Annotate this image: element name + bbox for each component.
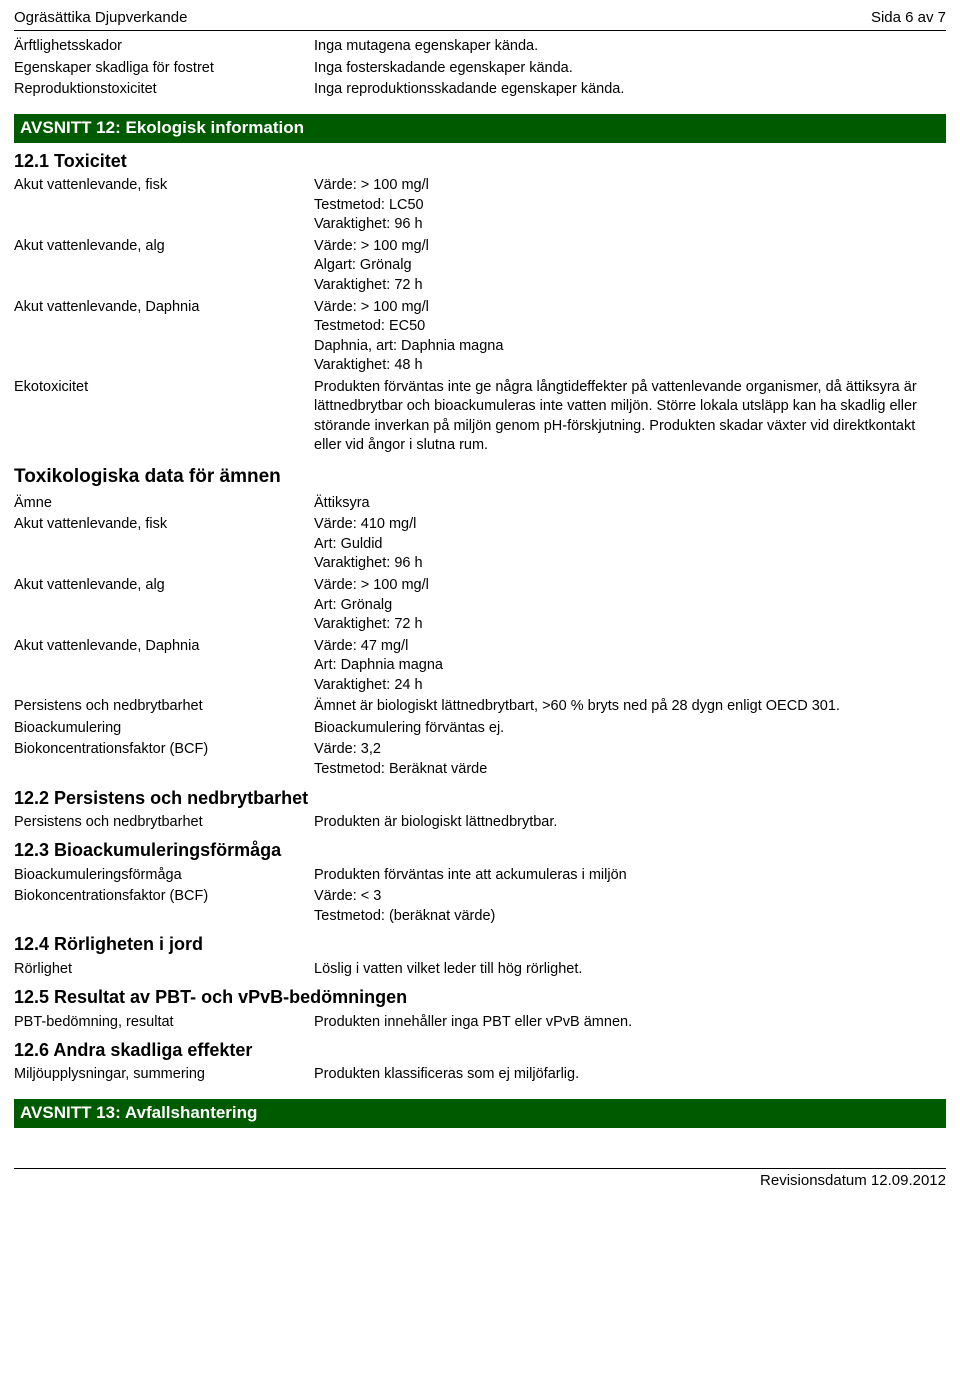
kv-key: Akut vattenlevande, Daphnia [14, 298, 314, 318]
kv-key: PBT-bedömning, resultat [14, 1013, 314, 1033]
heading-12-1: 12.1 Toxicitet [14, 149, 946, 173]
doc-title: Ogräsättika Djupverkande [14, 8, 187, 28]
kv-row: Ekotoxicitet Produkten förväntas inte ge… [14, 378, 946, 456]
kv-key: Bioackumuleringsförmåga [14, 866, 314, 886]
kv-row: Miljöupplysningar, summering Produkten k… [14, 1065, 946, 1085]
kv-val: Produkten är biologiskt lättnedbrytbar. [314, 813, 946, 833]
section-13-header: AVSNITT 13: Avfallshantering [14, 1099, 946, 1128]
page-number: Sida 6 av 7 [871, 8, 946, 28]
kv-row: PBT-bedömning, resultat Produkten innehå… [14, 1013, 946, 1033]
kv-key: Biokoncentrationsfaktor (BCF) [14, 887, 314, 907]
kv-val: Värde: > 100 mg/l Testmetod: EC50 Daphni… [314, 298, 946, 376]
kv-row: Bioackumulering Bioackumulering förvänta… [14, 719, 946, 739]
kv-row: Reproduktionstoxicitet Inga reproduktion… [14, 80, 946, 100]
kv-val: Värde: > 100 mg/l Testmetod: LC50 Varakt… [314, 176, 946, 235]
kv-key: Reproduktionstoxicitet [14, 80, 314, 100]
kv-key: Rörlighet [14, 960, 314, 980]
heading-12-4: 12.4 Rörligheten i jord [14, 932, 946, 956]
kv-key: Akut vattenlevande, fisk [14, 515, 314, 535]
kv-key: Miljöupplysningar, summering [14, 1065, 314, 1085]
kv-val: Produkten förväntas inte ge några långti… [314, 378, 946, 456]
kv-row: Persistens och nedbrytbarhet Produkten ä… [14, 813, 946, 833]
kv-key: Bioackumulering [14, 719, 314, 739]
section-12-header: AVSNITT 12: Ekologisk information [14, 114, 946, 143]
kv-key: Persistens och nedbrytbarhet [14, 697, 314, 717]
heading-tox-data: Toxikologiska data för ämnen [14, 464, 946, 490]
kv-val: Värde: > 100 mg/l Art: Grönalg Varaktigh… [314, 576, 946, 635]
kv-row: Ämne Ättiksyra [14, 494, 946, 514]
kv-key: Ekotoxicitet [14, 378, 314, 398]
kv-row: Biokoncentrationsfaktor (BCF) Värde: < 3… [14, 887, 946, 926]
kv-key: Ärftlighetsskador [14, 37, 314, 57]
kv-val: Ämnet är biologiskt lättnedbrytbart, >60… [314, 697, 946, 717]
kv-row: Biokoncentrationsfaktor (BCF) Värde: 3,2… [14, 740, 946, 779]
kv-val: Produkten innehåller inga PBT eller vPvB… [314, 1013, 946, 1033]
kv-row: Akut vattenlevande, fisk Värde: 410 mg/l… [14, 515, 946, 574]
kv-val: Ättiksyra [314, 494, 946, 514]
kv-val: Värde: < 3 Testmetod: (beräknat värde) [314, 887, 946, 926]
kv-val: Inga reproduktionsskadande egenskaper kä… [314, 80, 946, 100]
kv-key: Akut vattenlevande, Daphnia [14, 637, 314, 657]
kv-key: Persistens och nedbrytbarhet [14, 813, 314, 833]
kv-val: Värde: > 100 mg/l Algart: Grönalg Varakt… [314, 237, 946, 296]
revision-date: Revisionsdatum 12.09.2012 [14, 1169, 946, 1191]
kv-key: Egenskaper skadliga för fostret [14, 59, 314, 79]
kv-val: Värde: 410 mg/l Art: Guldid Varaktighet:… [314, 515, 946, 574]
kv-row: Egenskaper skadliga för fostret Inga fos… [14, 59, 946, 79]
kv-key: Biokoncentrationsfaktor (BCF) [14, 740, 314, 760]
kv-val: Värde: 3,2 Testmetod: Beräknat värde [314, 740, 946, 779]
heading-12-6: 12.6 Andra skadliga effekter [14, 1038, 946, 1062]
kv-row: Akut vattenlevande, Daphnia Värde: > 100… [14, 298, 946, 376]
kv-val: Löslig i vatten vilket leder till hög rö… [314, 960, 946, 980]
kv-key: Akut vattenlevande, alg [14, 237, 314, 257]
kv-row: Persistens och nedbrytbarhet Ämnet är bi… [14, 697, 946, 717]
kv-row: Ärftlighetsskador Inga mutagena egenskap… [14, 37, 946, 57]
kv-val: Inga mutagena egenskaper kända. [314, 37, 946, 57]
page-header: Ogräsättika Djupverkande Sida 6 av 7 [14, 8, 946, 31]
kv-row: Akut vattenlevande, fisk Värde: > 100 mg… [14, 176, 946, 235]
heading-12-3: 12.3 Bioackumuleringsförmåga [14, 838, 946, 862]
heading-12-5: 12.5 Resultat av PBT- och vPvB-bedömning… [14, 985, 946, 1009]
kv-row: Rörlighet Löslig i vatten vilket leder t… [14, 960, 946, 980]
kv-val: Värde: 47 mg/l Art: Daphnia magna Varakt… [314, 637, 946, 696]
heading-12-2: 12.2 Persistens och nedbrytbarhet [14, 786, 946, 810]
kv-val: Inga fosterskadande egenskaper kända. [314, 59, 946, 79]
kv-key: Akut vattenlevande, alg [14, 576, 314, 596]
kv-row: Akut vattenlevande, Daphnia Värde: 47 mg… [14, 637, 946, 696]
kv-key: Akut vattenlevande, fisk [14, 176, 314, 196]
kv-val: Produkten klassificeras som ej miljöfarl… [314, 1065, 946, 1085]
kv-key: Ämne [14, 494, 314, 514]
kv-row: Bioackumuleringsförmåga Produkten förvän… [14, 866, 946, 886]
kv-row: Akut vattenlevande, alg Värde: > 100 mg/… [14, 576, 946, 635]
kv-row: Akut vattenlevande, alg Värde: > 100 mg/… [14, 237, 946, 296]
kv-val: Bioackumulering förväntas ej. [314, 719, 946, 739]
kv-val: Produkten förväntas inte att ackumuleras… [314, 866, 946, 886]
